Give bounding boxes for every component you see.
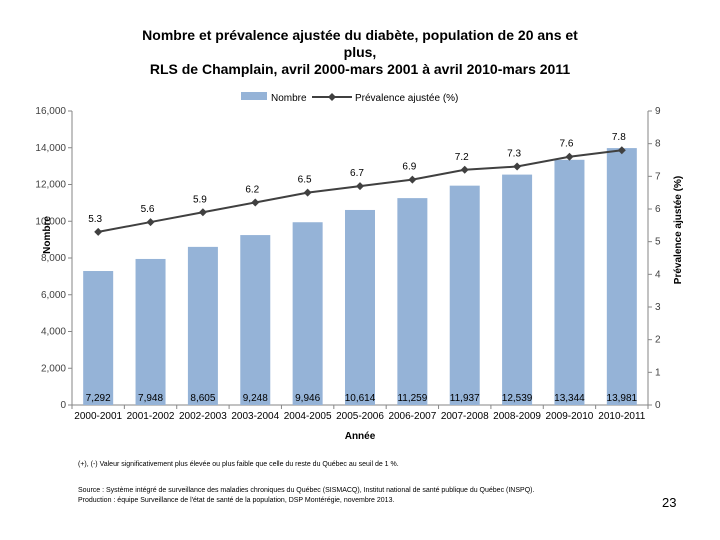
bar — [502, 174, 533, 405]
title-line-3: RLS de Champlain, avril 2000-mars 2001 à… — [149, 61, 571, 77]
title-line-1: Nombre et prévalence ajustée du diabète,… — [142, 27, 578, 43]
y-right-tick-label: 6 — [655, 204, 661, 215]
line-point — [408, 175, 417, 184]
y-left-tick-label: 14,000 — [35, 143, 66, 154]
x-tick-label: 2000-2001 — [74, 411, 122, 422]
y-right-tick-label: 9 — [655, 106, 661, 117]
y-right-tick-label: 7 — [655, 171, 661, 182]
y-left-tick-label: 4,000 — [41, 327, 66, 338]
bar — [554, 159, 585, 405]
bar — [292, 222, 323, 405]
source-note: Source : Système intégré de surveillance… — [78, 487, 535, 494]
bar-value-label: 9,248 — [243, 393, 268, 404]
line-point — [198, 208, 207, 217]
x-tick-label: 2009-2010 — [546, 411, 594, 422]
bar-value-label: 11,259 — [397, 393, 427, 404]
legend: Nombre Prévalence ajustée (%) — [241, 92, 458, 104]
line-value-label: 6.5 — [298, 175, 312, 186]
y-left-tick-label: 12,000 — [35, 180, 66, 191]
bar-value-label: 7,292 — [86, 393, 111, 404]
x-tick-label: 2005-2006 — [336, 411, 384, 422]
chart-title: Nombre et prévalence ajustée du diabète,… — [100, 27, 620, 78]
legend-bar-label: Nombre — [271, 93, 307, 104]
y-left-tick-label: 8,000 — [41, 253, 66, 264]
line-value-label: 6.2 — [245, 184, 259, 195]
y-left-tick-label: 10,000 — [35, 216, 66, 227]
y-axis-right-title: Prévalence ajustée (%) — [673, 176, 684, 284]
significance-note: (+), (-) Valeur significativement plus é… — [78, 461, 399, 468]
legend-bar-swatch — [241, 92, 267, 100]
bar-value-label: 9,946 — [295, 393, 320, 404]
bar-value-label: 12,539 — [502, 393, 533, 404]
line-value-label: 7.3 — [507, 149, 521, 160]
bar-value-label: 7,948 — [138, 393, 163, 404]
legend-line-marker — [328, 93, 336, 101]
bar-value-label: 13,981 — [607, 393, 638, 404]
bar — [240, 235, 271, 405]
bar — [449, 185, 480, 405]
bar-value-label: 8,605 — [190, 393, 215, 404]
x-tick-label: 2010-2011 — [598, 411, 646, 422]
page-number: 23 — [662, 495, 677, 510]
y-right-tick-label: 4 — [655, 269, 661, 280]
line-value-label: 6.9 — [402, 162, 416, 173]
x-tick-label: 2007-2008 — [441, 411, 489, 422]
line-value-label: 5.3 — [88, 214, 102, 225]
y-left-tick-label: 16,000 — [35, 106, 66, 117]
y-right-tick-label: 1 — [655, 367, 661, 378]
y-right-tick-label: 3 — [655, 302, 661, 313]
bar-value-label: 10,614 — [345, 393, 376, 404]
line-value-label: 5.6 — [141, 204, 155, 215]
line-point — [617, 146, 626, 155]
y-axis-left-title: Nombre — [42, 216, 53, 254]
y-left-tick-label: 0 — [60, 400, 66, 411]
bar — [83, 271, 114, 405]
bar-value-label: 11,937 — [450, 393, 480, 404]
y-left-tick-label: 6,000 — [41, 290, 66, 301]
y-right-tick-label: 0 — [655, 400, 661, 411]
y-right-tick-label: 2 — [655, 335, 661, 346]
y-left-tick-label: 2,000 — [41, 363, 66, 374]
legend-line-label: Prévalence ajustée (%) — [355, 93, 458, 104]
line-value-label: 5.9 — [193, 194, 207, 205]
x-axis-title: Année — [345, 431, 376, 442]
line-point — [146, 218, 155, 227]
bar — [345, 209, 375, 405]
x-tick-label: 2004-2005 — [284, 411, 332, 422]
line-point — [303, 188, 312, 197]
line-value-label: 6.7 — [350, 168, 364, 179]
line-value-label: 7.8 — [612, 132, 626, 143]
x-tick-label: 2006-2007 — [388, 411, 436, 422]
line-point — [513, 162, 522, 171]
line-value-label: 7.6 — [560, 139, 574, 150]
plot-area: 0 2,000 4,000 6,000 8,000 10,000 12,000 14,000 1… — [35, 106, 661, 422]
y-right-tick-label: 8 — [655, 139, 661, 150]
y-right-tick-label: 5 — [655, 237, 661, 248]
line-point — [251, 198, 260, 207]
bar-value-label: 13,344 — [554, 393, 585, 404]
title-line-2: plus, — [343, 44, 377, 60]
production-note: Production : équipe Surveillance de l'ét… — [78, 497, 395, 504]
x-tick-label: 2008-2009 — [493, 411, 541, 422]
line-value-label: 7.2 — [455, 152, 469, 163]
bar — [397, 198, 428, 405]
line-point — [356, 182, 364, 191]
bar — [187, 246, 218, 405]
bar — [606, 148, 637, 405]
line-point — [94, 227, 103, 236]
x-tick-label: 2001-2002 — [127, 411, 175, 422]
x-tick-label: 2003-2004 — [231, 411, 279, 422]
line-point — [565, 152, 574, 161]
bar — [135, 258, 166, 405]
line-point — [460, 165, 469, 174]
x-tick-label: 2002-2003 — [179, 411, 227, 422]
